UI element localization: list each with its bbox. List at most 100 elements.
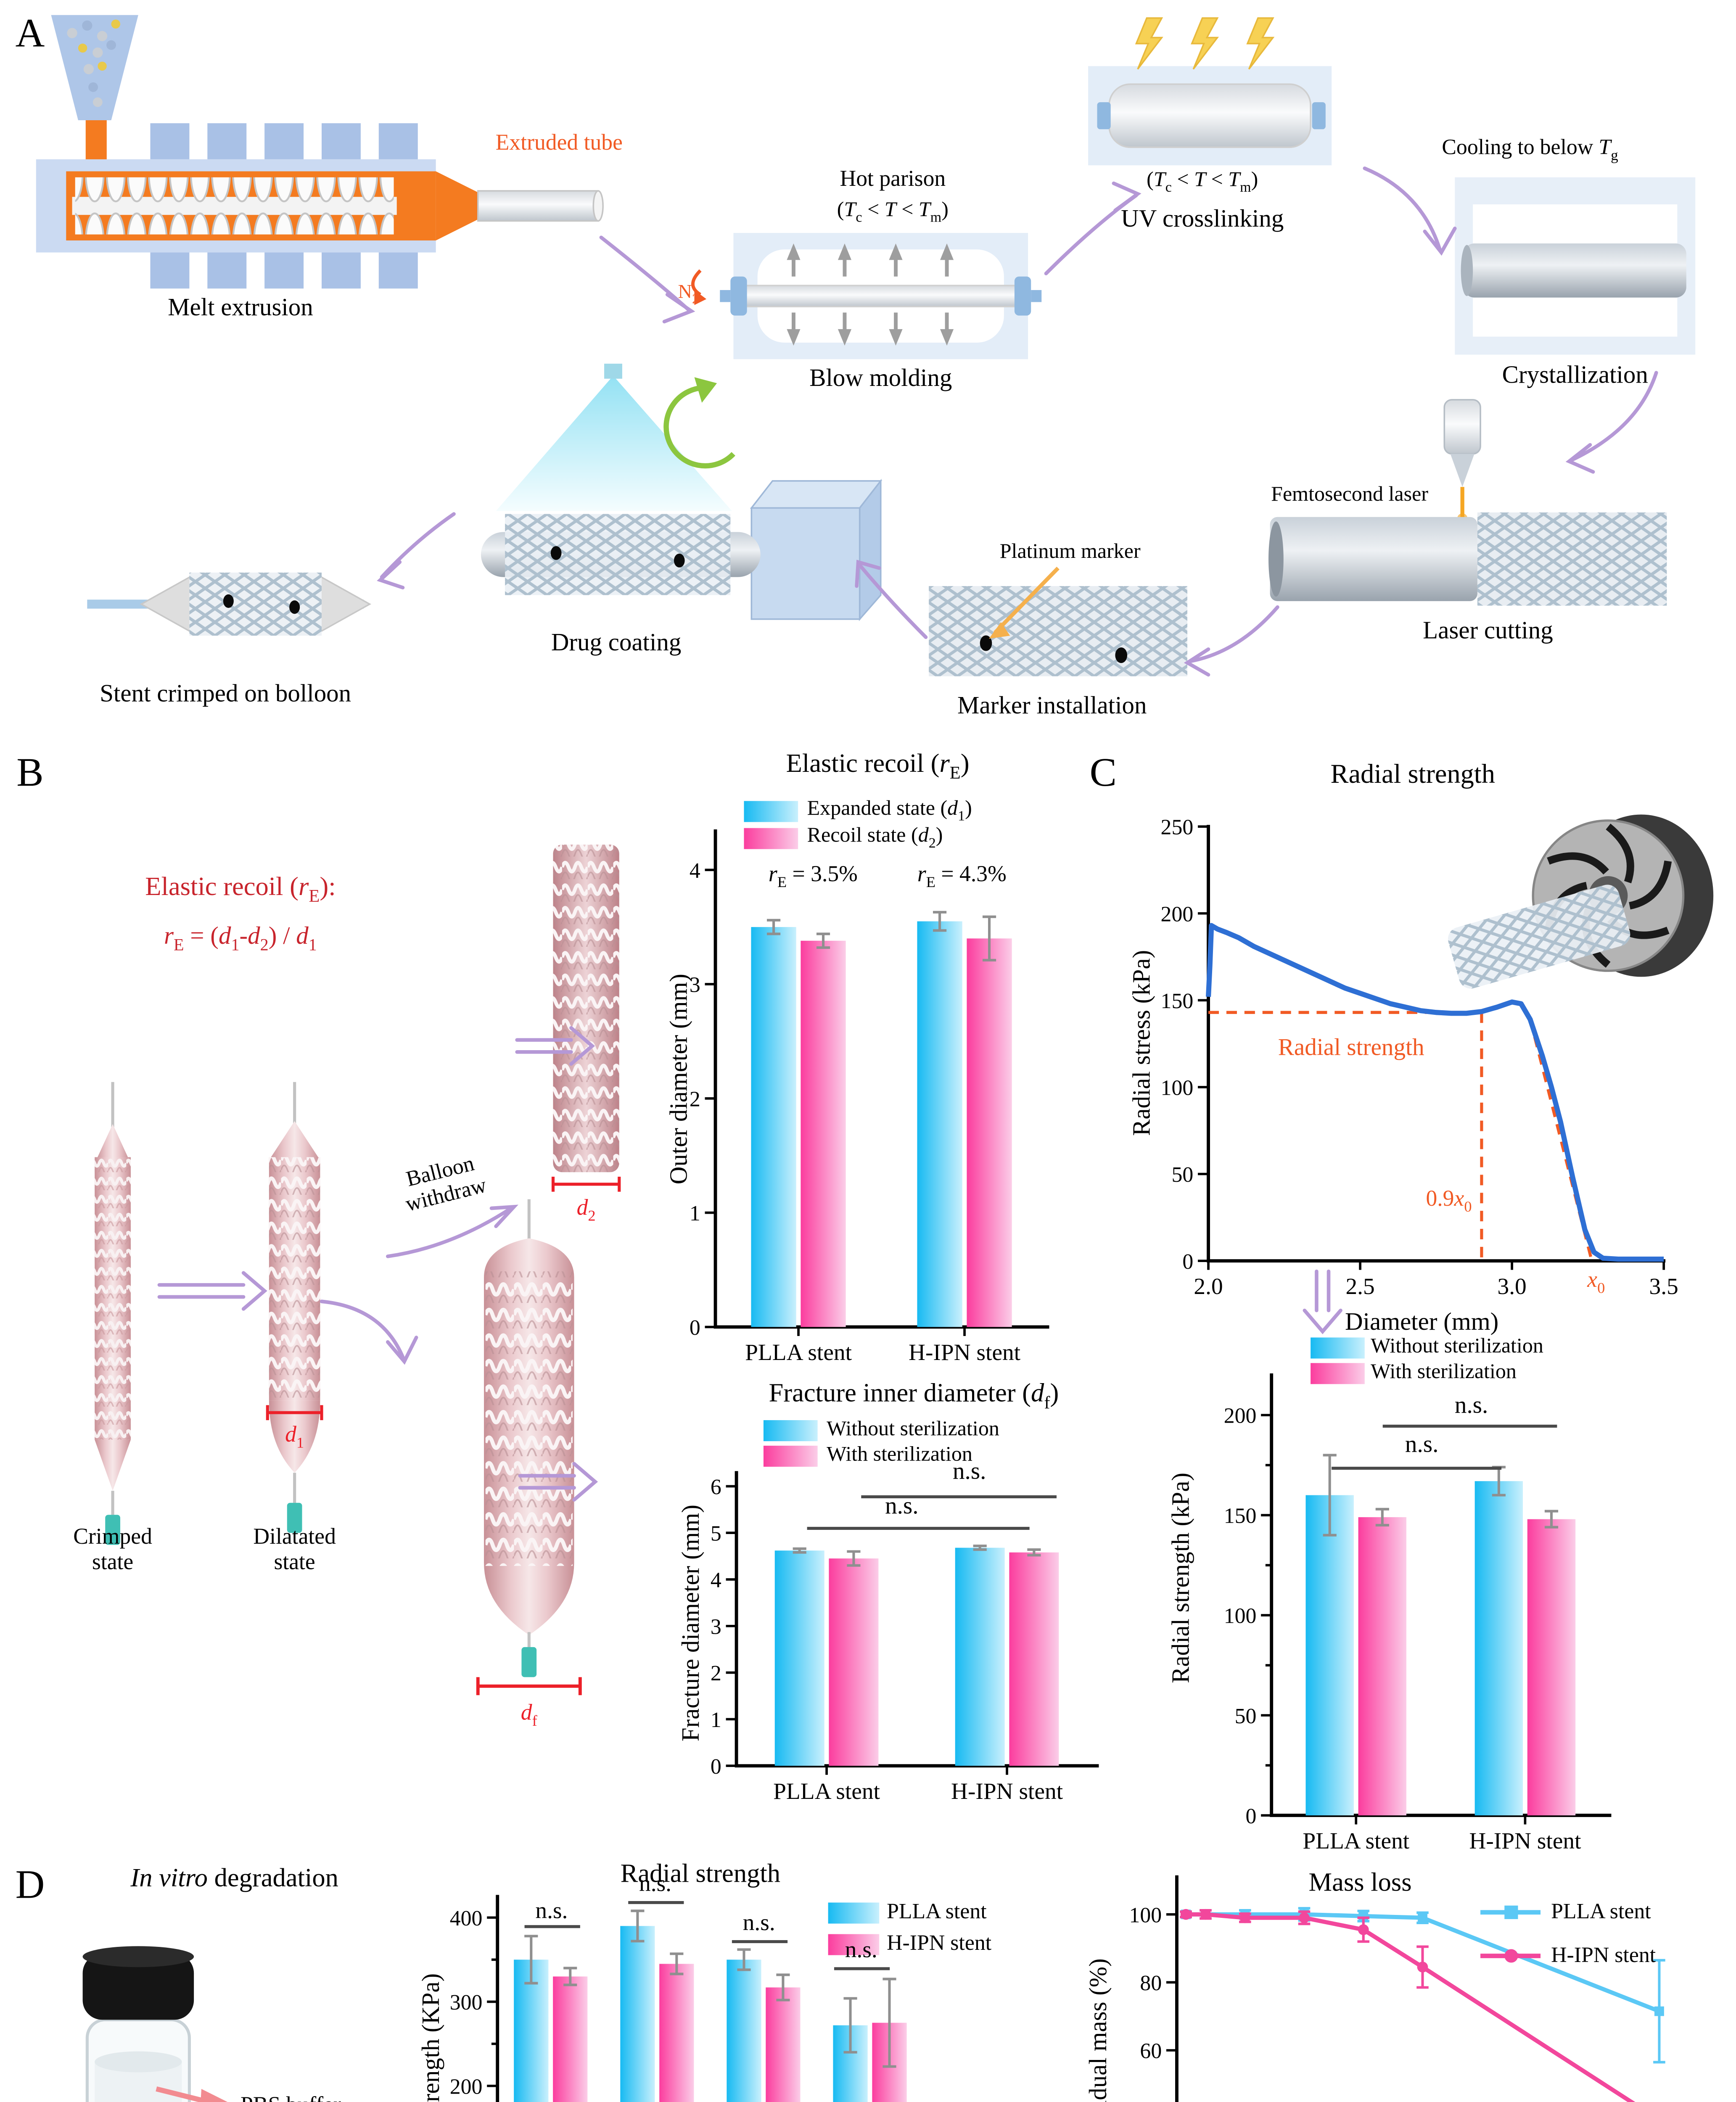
svg-text:100: 100	[1129, 1903, 1162, 1927]
crimped-stent-illustration	[95, 1082, 131, 1545]
svg-text:150: 150	[1161, 989, 1194, 1013]
elastic-recoil-chart-title: Elastic recoil (rE)	[786, 747, 970, 783]
mass-loss-title: Mass loss	[1308, 1867, 1412, 1897]
drug-coating-illustration	[481, 364, 883, 621]
legend-recoil-label: Recoil state (d2)	[807, 825, 943, 852]
panel-a-process-art	[36, 15, 1696, 677]
residual-mass-axis-label: Residual mass (%)	[1083, 1958, 1112, 2102]
platinum-marker-label: Platinum marker	[999, 541, 1141, 564]
panel-d-label: D	[15, 1862, 45, 1907]
ns-annotation: n.s.	[1454, 1393, 1488, 1419]
legend-swatch-plla	[828, 1902, 880, 1924]
svg-text:4: 4	[711, 1569, 721, 1592]
svg-text:H-IPN stent: H-IPN stent	[951, 1778, 1063, 1804]
parison-temp-range: (Tc < T < Tm)	[837, 199, 949, 227]
svg-text:0: 0	[1246, 1804, 1257, 1828]
ns-annotation: n.s.	[845, 1937, 877, 1963]
drug-coating-label: Drug coating	[551, 628, 682, 657]
dilated-stent-illustration	[266, 1082, 323, 1533]
svg-text:2: 2	[711, 1661, 721, 1685]
legend-swatch-expanded	[744, 801, 798, 822]
ns-bracket	[861, 1495, 1057, 1498]
legend-expanded-label: Expanded state (d1)	[807, 798, 972, 825]
svg-text:5: 5	[711, 1522, 721, 1546]
dilatated-state-label: Dilatated state	[253, 1526, 336, 1575]
radial-strength-axis-label: Radial strength (kPa)	[1166, 1472, 1195, 1684]
elastic-recoil-definition: Elastic recoil (rE):	[145, 871, 336, 906]
legend-swatch-with-ster	[1311, 1363, 1365, 1384]
svg-text:H-IPN stent: H-IPN stent	[909, 1339, 1021, 1365]
marker-installation-illustration	[929, 566, 1188, 676]
x0-annotation: x0	[1587, 1269, 1605, 1297]
laser-cutting-label: Laser cutting	[1423, 615, 1553, 644]
diameter-axis-label: Diameter (mm)	[1345, 1307, 1499, 1336]
ns-bracket	[1382, 1424, 1557, 1428]
fracture-test-stent-illustration	[476, 1199, 582, 1695]
svg-text:60: 60	[1140, 2039, 1162, 2063]
svg-text:2.0: 2.0	[1194, 1273, 1223, 1299]
chart-radial-strength-sterilization: 0 50 100 150 200 PLLA stent H-IPN stent	[1224, 1373, 1612, 1854]
process-flow-arrows	[377, 166, 1658, 677]
melt-extrusion-label: Melt extrusion	[168, 293, 313, 322]
uv-crosslinking-illustration	[1088, 17, 1332, 166]
svg-text:50: 50	[1235, 1704, 1257, 1728]
blow-molding-illustration	[691, 233, 1042, 359]
svg-text:100: 100	[1161, 1076, 1194, 1100]
svg-text:100: 100	[1224, 1604, 1257, 1628]
extruded-tube-label: Extruded tube	[495, 132, 623, 156]
legend-hipn-label: H-IPN stent	[887, 1932, 992, 1956]
ns-annotation: n.s.	[742, 1910, 775, 1936]
svg-text:250: 250	[1161, 816, 1194, 840]
svg-text:2.5: 2.5	[1345, 1273, 1374, 1299]
legend-swatch-hipn	[828, 1934, 880, 1955]
radial-stress-axis-label: Radial stress (kPa)	[1127, 950, 1156, 1136]
laser-cutting-illustration	[1268, 399, 1667, 606]
svg-text:0: 0	[690, 1316, 700, 1340]
legend-with-ster-label: With sterilization	[1371, 1361, 1517, 1384]
svg-text:300: 300	[450, 1991, 483, 2015]
svg-text:PLLA stent: PLLA stent	[1303, 1828, 1409, 1854]
svg-text:3.0: 3.0	[1498, 1273, 1527, 1299]
svg-text:PLLA stent: PLLA stent	[773, 1778, 880, 1804]
ns-bracket	[834, 1967, 890, 1970]
ns-bracket	[1332, 1466, 1502, 1470]
stent-on-balloon-illustration	[87, 572, 372, 636]
d1-label: d1	[285, 1423, 304, 1452]
nitrogen-label: N2	[678, 280, 699, 306]
uv-temp-range: (Tc < T < Tm)	[1147, 169, 1258, 196]
re-plla-annotation: rE = 3.5%	[768, 863, 858, 892]
crystallization-label: Crystallization	[1502, 360, 1648, 389]
legend-without-ster-label: Without sterilization	[1371, 1336, 1543, 1359]
svg-text:4: 4	[690, 859, 700, 883]
radial-strength-annotation: Radial strength	[1278, 1035, 1424, 1061]
ns-annotation: n.s.	[952, 1459, 986, 1485]
svg-text:2: 2	[690, 1087, 700, 1111]
ns-annotation: n.s.	[1405, 1432, 1439, 1458]
svg-text:200: 200	[450, 2075, 483, 2099]
panel-b-label: B	[16, 750, 44, 795]
df-label: df	[521, 1701, 537, 1730]
uv-crosslinking-label: UV crosslinking	[1121, 204, 1284, 233]
legend-without-ster-label: Without sterilization	[827, 1418, 999, 1442]
pbs-arrow	[156, 2086, 228, 2102]
d2-label: d2	[576, 1196, 596, 1225]
crystallization-illustration	[1455, 177, 1696, 355]
svg-text:1: 1	[690, 1202, 700, 1225]
ns-annotation: n.s.	[535, 1898, 568, 1924]
panel-b-stent-art	[95, 844, 621, 1695]
lightning-icon	[1135, 17, 1275, 70]
pbs-buffer-label: PBS buffer	[240, 2094, 341, 2102]
fracture-diameter-axis-label: Fracture diameter (mm)	[676, 1504, 705, 1742]
elastic-recoil-formula: rE = (d1-d2) / d1	[164, 921, 317, 955]
legend-plla-label: PLLA stent	[887, 1900, 987, 1925]
chart-radial-stress-curve: 0 50 100 150 200 250 2.0 2.5 3.0 3.5	[1161, 814, 1714, 1299]
degradation-vial-illustration	[82, 1946, 228, 2102]
svg-text:150: 150	[1224, 1504, 1257, 1528]
marker-installation-label: Marker installation	[957, 691, 1147, 720]
chart-fracture-diameter: 0 1 2 3 4 5 6 PLLA stent H-IPN stent	[711, 1471, 1099, 1804]
in-vitro-degradation-title: In vitro degradation	[130, 1862, 338, 1893]
ns-bracket	[524, 1925, 580, 1928]
stent-crimped-label: Stent crimped on bolloon	[100, 679, 351, 708]
legend-swatch-recoil	[744, 828, 798, 849]
